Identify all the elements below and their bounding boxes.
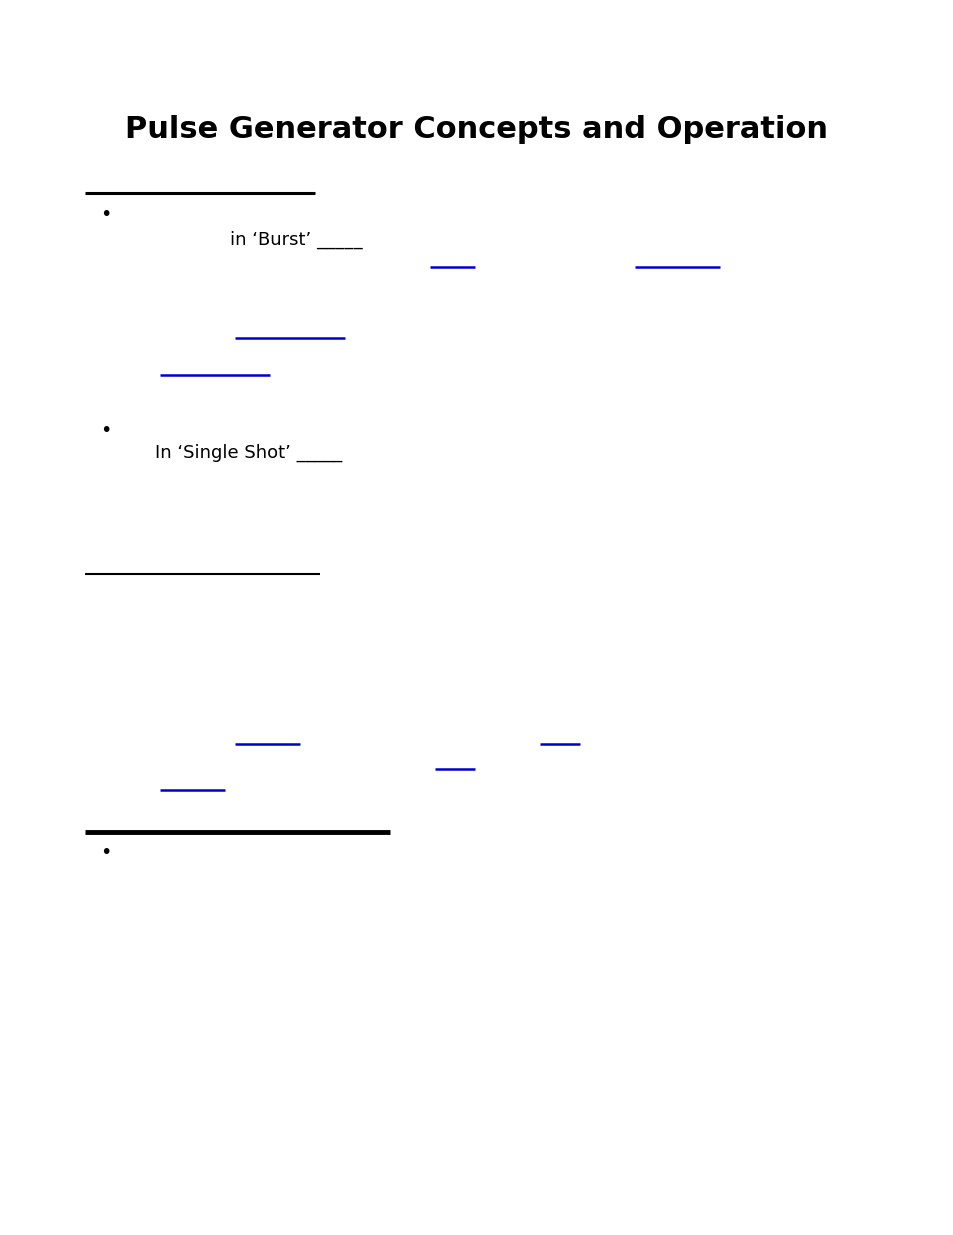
Text: In ‘Single Shot’ _____: In ‘Single Shot’ _____ — [154, 443, 342, 462]
Text: in ‘Burst’ _____: in ‘Burst’ _____ — [230, 231, 362, 249]
Text: •: • — [100, 205, 112, 224]
Text: •: • — [100, 420, 112, 440]
Text: •: • — [100, 844, 112, 862]
Text: Pulse Generator Concepts and Operation: Pulse Generator Concepts and Operation — [126, 116, 827, 144]
